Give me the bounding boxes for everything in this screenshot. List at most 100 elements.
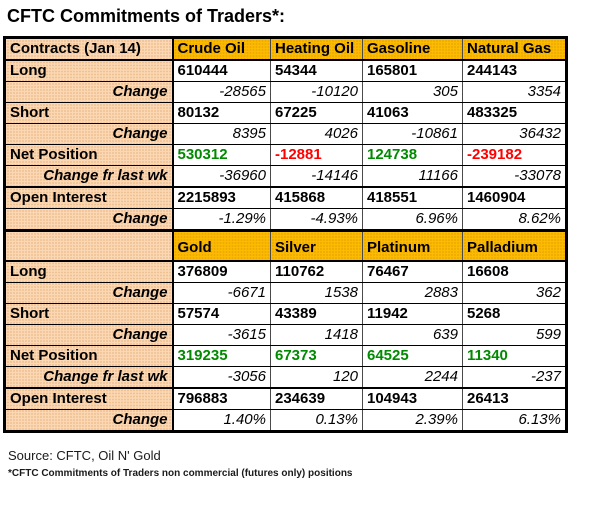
value-cell: 305 xyxy=(362,81,463,103)
column-header: Heating Oil xyxy=(270,37,363,61)
value-cell: 483325 xyxy=(462,102,567,124)
value-cell: 2.39% xyxy=(362,408,463,432)
value-cell: 319235 xyxy=(172,344,271,367)
value-cell: 6.96% xyxy=(362,208,463,231)
column-header: Gasoline xyxy=(362,37,463,61)
value-cell: 1418 xyxy=(270,323,363,346)
value-cell: 639 xyxy=(362,323,463,346)
table-row: Long 610444 54344 165801 244143 xyxy=(4,59,567,82)
row-label: Net Position xyxy=(4,144,174,166)
value-cell: -14146 xyxy=(270,165,363,188)
cot-table: Contracts (Jan 14) Crude Oil Heating Oil Ga… xyxy=(3,36,568,433)
value-cell: 1.40% xyxy=(172,408,271,432)
table-row: Open Interest 796883 234639 104943 26413 xyxy=(4,386,567,410)
value-cell: 36432 xyxy=(462,123,567,145)
table-row: Change fr last wk -3056 120 2244 -237 xyxy=(4,365,567,388)
row-label: Net Position xyxy=(4,344,174,367)
value-cell: -12881 xyxy=(270,144,363,166)
value-cell: 0.13% xyxy=(270,408,363,432)
source-text: Source: CFTC, Oil N' Gold xyxy=(8,447,161,463)
table-row: Change 8395 4026 -10861 36432 xyxy=(4,123,567,145)
row-label: Open Interest xyxy=(4,386,174,410)
column-header: Palladium xyxy=(462,229,567,262)
value-cell: 67373 xyxy=(270,344,363,367)
row-label-header: Contracts (Jan 14) xyxy=(4,37,174,61)
value-cell: 26413 xyxy=(462,386,567,410)
value-cell: -6671 xyxy=(172,281,271,304)
value-cell: -10120 xyxy=(270,81,363,103)
value-cell: 610444 xyxy=(172,59,271,82)
row-label: Change xyxy=(4,123,174,145)
value-cell: -10861 xyxy=(362,123,463,145)
value-cell: 376809 xyxy=(172,260,271,283)
value-cell: -28565 xyxy=(172,81,271,103)
value-cell: 234639 xyxy=(270,386,363,410)
value-cell: -4.93% xyxy=(270,208,363,231)
value-cell: 124738 xyxy=(362,144,463,166)
value-cell: 1538 xyxy=(270,281,363,304)
value-cell: -1.29% xyxy=(172,208,271,231)
row-label: Long xyxy=(4,59,174,82)
column-header: Silver xyxy=(270,229,363,262)
value-cell: 64525 xyxy=(362,344,463,367)
value-cell: -33078 xyxy=(462,165,567,188)
value-cell: 54344 xyxy=(270,59,363,82)
row-label: Change fr last wk xyxy=(4,365,174,388)
value-cell: -3056 xyxy=(172,365,271,388)
value-cell: 11166 xyxy=(362,165,463,188)
row-label-header xyxy=(4,229,174,262)
value-cell: 1460904 xyxy=(462,186,567,209)
value-cell: 244143 xyxy=(462,59,567,82)
value-cell: 41063 xyxy=(362,102,463,124)
value-cell: 2244 xyxy=(362,365,463,388)
value-cell: 120 xyxy=(270,365,363,388)
column-header: Platinum xyxy=(362,229,463,262)
value-cell: -239182 xyxy=(462,144,567,166)
value-cell: 11942 xyxy=(362,302,463,325)
row-label: Open Interest xyxy=(4,186,174,209)
value-cell: 530312 xyxy=(172,144,271,166)
value-cell: 5268 xyxy=(462,302,567,325)
value-cell: 67225 xyxy=(270,102,363,124)
row-label: Short xyxy=(4,102,174,124)
table-row: Change 1.40% 0.13% 2.39% 6.13% xyxy=(4,408,567,432)
table-row: Change -28565 -10120 305 3354 xyxy=(4,81,567,103)
value-cell: -237 xyxy=(462,365,567,388)
table-row: Short 57574 43389 11942 5268 xyxy=(4,302,567,325)
value-cell: 57574 xyxy=(172,302,271,325)
value-cell: 16608 xyxy=(462,260,567,283)
value-cell: 3354 xyxy=(462,81,567,103)
table-row: Net Position 530312 -12881 124738 -239182 xyxy=(4,144,567,166)
table-row: Long 376809 110762 76467 16608 xyxy=(4,260,567,283)
table-row: Short 80132 67225 41063 483325 xyxy=(4,102,567,124)
cot-section-energy: Contracts (Jan 14) Crude Oil Heating Oil Ga… xyxy=(4,37,567,231)
row-label: Long xyxy=(4,260,174,283)
value-cell: 76467 xyxy=(362,260,463,283)
value-cell: 43389 xyxy=(270,302,363,325)
value-cell: -3615 xyxy=(172,323,271,346)
footer: Source: CFTC, Oil N' Gold *CFTC Commitme… xyxy=(8,448,600,479)
value-cell: 415868 xyxy=(270,186,363,209)
header-row: Contracts (Jan 14) Crude Oil Heating Oil Ga… xyxy=(4,37,567,61)
value-cell: 11340 xyxy=(462,344,567,367)
header-row: Gold Silver Platinum Palladium xyxy=(4,229,567,262)
value-cell: 104943 xyxy=(362,386,463,410)
row-label: Change fr last wk xyxy=(4,165,174,188)
table-row: Change -3615 1418 639 599 xyxy=(4,323,567,346)
table-row: Change -1.29% -4.93% 6.96% 8.62% xyxy=(4,208,567,231)
value-cell: 2883 xyxy=(362,281,463,304)
value-cell: 2215893 xyxy=(172,186,271,209)
footnote-text: *CFTC Commitments of Traders non commerc… xyxy=(8,467,353,479)
value-cell: 8.62% xyxy=(462,208,567,231)
value-cell: 362 xyxy=(462,281,567,304)
row-label: Change xyxy=(4,81,174,103)
cot-section-metals: Gold Silver Platinum Palladium Long 376809 110… xyxy=(4,229,567,432)
row-label: Change xyxy=(4,208,174,231)
value-cell: 165801 xyxy=(362,59,463,82)
page-title: CFTC Commitments of Traders*: xyxy=(7,6,286,26)
value-cell: 418551 xyxy=(362,186,463,209)
value-cell: -36960 xyxy=(172,165,271,188)
value-cell: 599 xyxy=(462,323,567,346)
table-row: Change fr last wk -36960 -14146 11166 -33078 xyxy=(4,165,567,188)
